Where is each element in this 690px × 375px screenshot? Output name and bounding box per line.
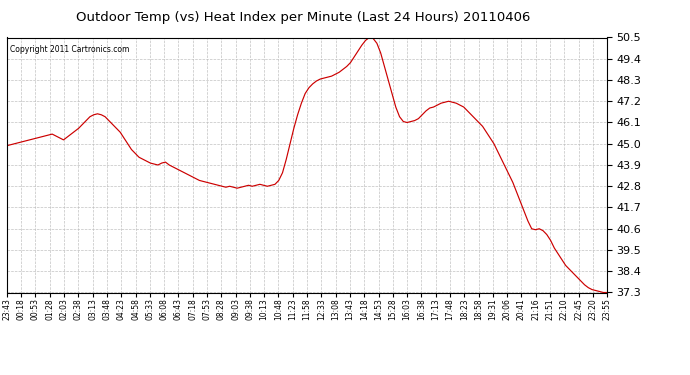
Text: Copyright 2011 Cartronics.com: Copyright 2011 Cartronics.com — [10, 45, 129, 54]
Text: Outdoor Temp (vs) Heat Index per Minute (Last 24 Hours) 20110406: Outdoor Temp (vs) Heat Index per Minute … — [77, 11, 531, 24]
